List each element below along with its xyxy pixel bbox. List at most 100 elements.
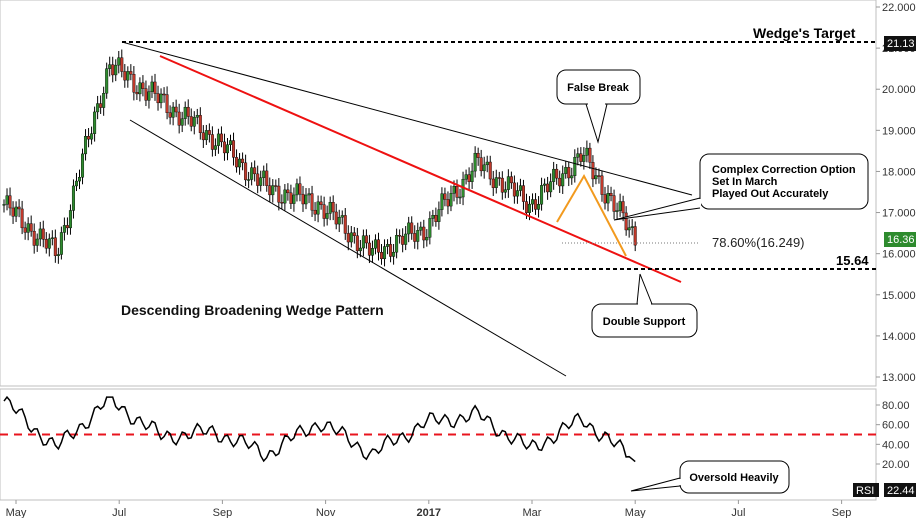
candle	[618, 193, 622, 217]
candle	[506, 169, 510, 198]
candle	[540, 177, 544, 211]
candle	[600, 170, 604, 202]
candle	[259, 170, 263, 192]
rsi-tick-label: 60.00	[882, 420, 910, 432]
candle	[419, 221, 423, 236]
candle	[283, 184, 287, 211]
candle	[534, 193, 538, 215]
candle	[464, 169, 468, 185]
candle	[543, 178, 547, 193]
candle	[74, 172, 78, 192]
candle	[389, 236, 393, 263]
candle	[81, 148, 85, 185]
candle	[491, 170, 495, 196]
candle	[606, 185, 610, 212]
price-tick-label: 20.000	[882, 84, 916, 96]
rsi-series	[0, 395, 876, 463]
svg-text:21.13: 21.13	[887, 38, 915, 50]
candle	[603, 186, 607, 210]
candle	[277, 178, 281, 211]
candle	[434, 207, 438, 227]
candle	[416, 222, 420, 250]
candle	[307, 188, 311, 204]
candle	[99, 95, 103, 114]
candle	[38, 221, 42, 247]
false-break-callout: False Break	[556, 69, 641, 144]
candle	[232, 132, 236, 166]
wedge-lower-line	[129, 119, 567, 377]
candle	[132, 66, 136, 101]
candle	[186, 99, 190, 125]
candle	[334, 203, 338, 230]
last-price-badge: 16.36	[884, 232, 916, 247]
candle	[446, 191, 450, 215]
candle	[268, 177, 272, 203]
candle	[488, 155, 492, 186]
time-tick-label: May	[625, 507, 646, 518]
time-tick-label: May	[6, 507, 27, 518]
candle	[410, 216, 414, 240]
candle	[274, 179, 278, 192]
price-axis: 22.00021.00020.00019.00018.00017.00016.0…	[876, 2, 916, 384]
candle	[225, 138, 229, 161]
candle	[156, 85, 160, 111]
candle	[26, 217, 30, 241]
candle	[564, 160, 568, 179]
candle	[570, 167, 574, 185]
candle	[216, 128, 220, 154]
rsi-line	[3, 395, 636, 463]
candle	[253, 160, 257, 182]
price-tick-label: 15.000	[882, 290, 916, 302]
candle	[162, 87, 166, 103]
candle	[401, 228, 405, 253]
candle	[370, 240, 374, 263]
candle	[256, 165, 260, 194]
candle	[84, 129, 88, 161]
candle	[340, 210, 344, 225]
candle	[295, 178, 299, 202]
candle	[431, 209, 435, 227]
candle	[597, 168, 601, 184]
time-axis: May Jul Sep Nov 2017 Mar May Jul Sep	[6, 500, 851, 518]
candle	[591, 155, 595, 188]
candle	[265, 163, 269, 192]
double-support-text: Double Support	[603, 316, 686, 328]
time-tick-label: Jul	[731, 507, 745, 518]
candle	[398, 229, 402, 244]
candle	[364, 229, 368, 249]
candle	[120, 49, 124, 78]
candle	[407, 216, 411, 243]
candle	[428, 211, 432, 245]
candle	[633, 221, 637, 252]
candle	[316, 195, 320, 223]
candle	[588, 142, 592, 169]
candle	[373, 234, 377, 255]
candlestick-series	[2, 49, 637, 267]
candle	[159, 88, 163, 109]
candle	[310, 185, 314, 217]
candle	[244, 154, 248, 187]
candle	[168, 105, 172, 125]
candle	[346, 225, 350, 251]
candle	[558, 170, 562, 193]
candle	[479, 149, 483, 177]
candle	[392, 244, 396, 265]
candle	[177, 103, 181, 134]
candle	[343, 208, 347, 240]
candle	[425, 229, 429, 247]
candle	[555, 163, 559, 185]
candle	[108, 56, 112, 77]
candle	[198, 107, 202, 140]
price-tick-label: 13.000	[882, 372, 916, 384]
candle	[14, 201, 18, 223]
candle	[126, 66, 130, 88]
candle	[304, 188, 308, 210]
candle	[150, 75, 154, 99]
candle	[367, 234, 371, 264]
price-panel-frame	[0, 0, 877, 387]
red-trend-line	[159, 55, 682, 283]
candle	[500, 171, 504, 200]
candle	[322, 196, 326, 227]
candle	[93, 106, 97, 142]
